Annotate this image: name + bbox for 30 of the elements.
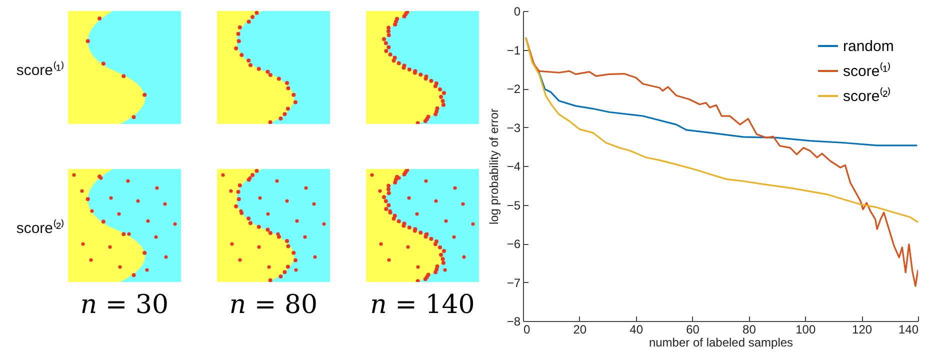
y-tick-label: −6: [506, 237, 521, 251]
line-series: [525, 36, 918, 223]
y-axis-title: log probability of error: [486, 108, 501, 225]
legend-label: score⁽²⁾: [843, 87, 891, 105]
line-series: [525, 36, 918, 146]
legend-label: score⁽¹⁾: [843, 62, 891, 80]
x-tick-label: 100: [796, 322, 816, 336]
y-tick-label: −1: [506, 43, 521, 58]
y-tick-label: −2: [506, 82, 521, 96]
y-tick-label: −3: [506, 120, 521, 135]
x-tick-label: 120: [852, 322, 872, 336]
x-tick-label: 140: [898, 322, 919, 336]
category-label: n = 140: [369, 290, 476, 320]
category-label: score⁽¹⁾: [16, 62, 64, 79]
x-tick-label: 0: [524, 322, 530, 336]
y-tick-label: −5: [506, 198, 521, 212]
x-tick-label: 60: [686, 322, 700, 336]
x-tick-label: 20: [573, 322, 587, 336]
y-tick-label: −7: [506, 276, 521, 290]
line-series: [525, 36, 918, 287]
x-tick-label: 80: [742, 322, 756, 336]
y-tick-label: −8: [506, 314, 521, 328]
x-tick-label: 40: [630, 322, 644, 336]
legend-label: random: [843, 38, 894, 55]
category-label: n = 30: [79, 290, 170, 320]
category-label: score⁽²⁾: [16, 220, 64, 237]
x-axis-title: number of labeled samples: [648, 336, 794, 350]
y-tick-label: −4: [506, 160, 521, 174]
y-tick-label: 0: [514, 4, 521, 18]
category-label: n = 80: [228, 290, 319, 320]
